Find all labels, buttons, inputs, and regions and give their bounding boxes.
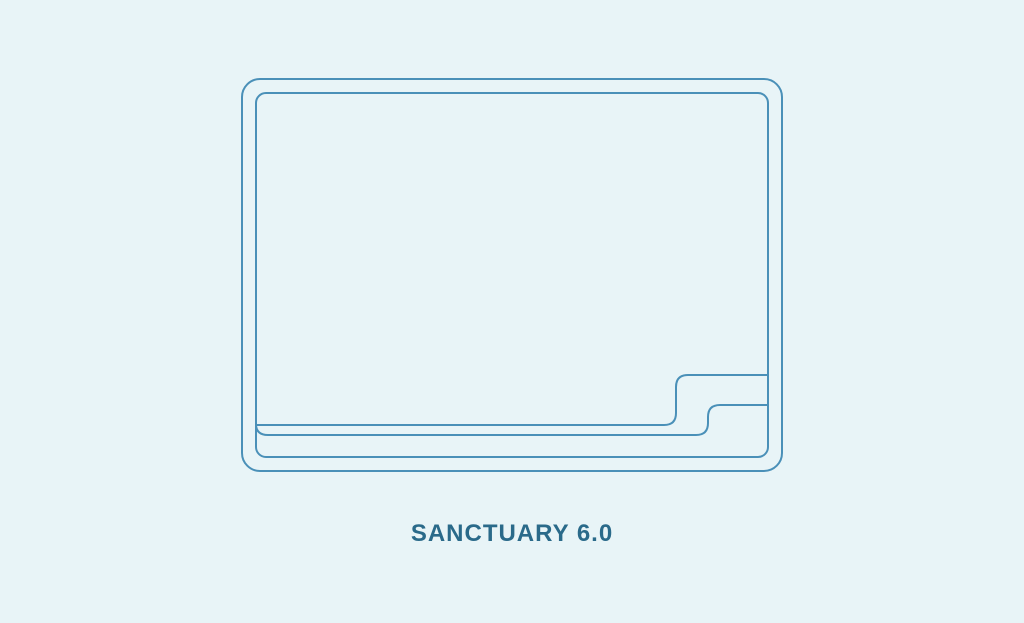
pool-outline-diagram [238, 75, 786, 475]
pool-product-card: SANCTUARY 6.0 [238, 75, 786, 548]
product-title: SANCTUARY 6.0 [411, 520, 613, 548]
